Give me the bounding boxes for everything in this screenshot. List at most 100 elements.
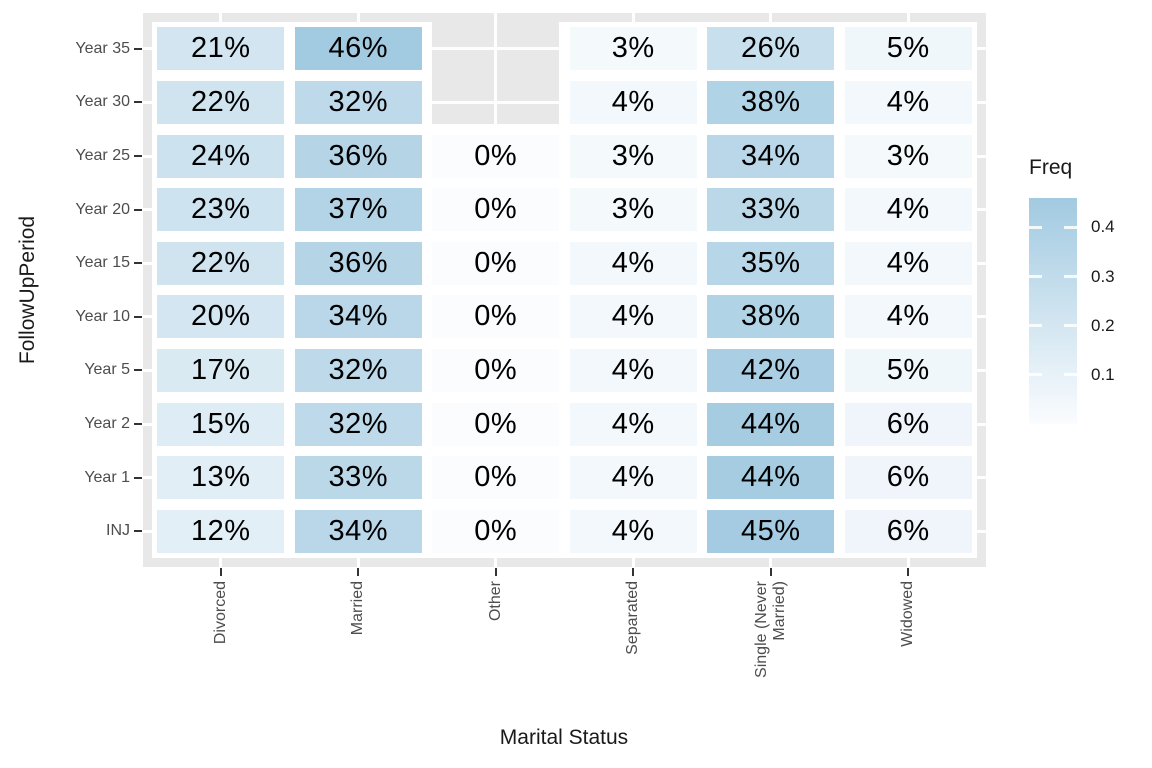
heatmap-cell: 20% bbox=[157, 295, 285, 339]
gridline-notch bbox=[143, 261, 152, 265]
gridline-notch bbox=[143, 368, 152, 372]
heatmap-cell: 0% bbox=[432, 402, 560, 446]
heatmap-cell: 4% bbox=[569, 241, 697, 285]
heatmap-cell: 32% bbox=[294, 80, 422, 124]
heatmap-cell: 4% bbox=[844, 188, 972, 232]
y-tick-mark bbox=[134, 315, 142, 318]
legend-tick-label: 0.1 bbox=[1091, 364, 1115, 384]
heatmap-cell: 6% bbox=[844, 456, 972, 500]
heatmap-cell: 0% bbox=[432, 188, 560, 232]
legend-tick-notch bbox=[1064, 373, 1077, 377]
gridline-notch bbox=[977, 315, 986, 319]
heatmap-cell: 3% bbox=[844, 134, 972, 178]
gridline-notch bbox=[143, 208, 152, 212]
legend-tick-notch bbox=[1029, 324, 1042, 328]
heatmap-cell: 0% bbox=[432, 295, 560, 339]
y-tick-mark bbox=[134, 101, 142, 104]
legend-tick-label: 0.2 bbox=[1091, 315, 1115, 335]
heatmap-cell: 37% bbox=[294, 188, 422, 232]
heatmap-cell: 4% bbox=[569, 80, 697, 124]
heatmap-cell: 5% bbox=[844, 27, 972, 71]
x-tick-mark bbox=[219, 568, 222, 576]
y-tick-mark bbox=[134, 530, 142, 533]
gridline-notch bbox=[906, 558, 910, 567]
gridline-notch bbox=[977, 261, 986, 265]
heatmap-cell: 34% bbox=[294, 295, 422, 339]
heatmap-cell: 0% bbox=[432, 134, 560, 178]
heatmap-cell: 38% bbox=[707, 295, 835, 339]
heatmap-cell: 24% bbox=[157, 134, 285, 178]
heatmap-cell: 42% bbox=[707, 348, 835, 392]
y-axis-title: FollowUpPeriod bbox=[16, 215, 39, 365]
heatmap-cell: 0% bbox=[432, 509, 560, 553]
heatmap-cell: 3% bbox=[569, 188, 697, 232]
heatmap-cell: 36% bbox=[294, 241, 422, 285]
heatmap-cell: 13% bbox=[157, 456, 285, 500]
gridline-notch bbox=[143, 315, 152, 319]
heatmap-cell: 12% bbox=[157, 509, 285, 553]
y-tick-mark bbox=[134, 262, 142, 265]
gridline-notch bbox=[219, 13, 223, 22]
legend-title: Freq bbox=[1029, 156, 1073, 179]
heatmap-cell: 0% bbox=[432, 348, 560, 392]
legend-tick-label: 0.3 bbox=[1091, 266, 1115, 286]
y-tick-label: Year 25 bbox=[75, 147, 130, 164]
heatmap-cell: 6% bbox=[844, 402, 972, 446]
heatmap-cell: 0% bbox=[432, 456, 560, 500]
gridline-notch bbox=[356, 558, 360, 567]
heatmap-cell: 4% bbox=[844, 295, 972, 339]
heatmap-cell: 44% bbox=[707, 456, 835, 500]
x-tick-mark bbox=[769, 568, 772, 576]
heatmap-cell: 26% bbox=[707, 27, 835, 71]
gridline-notch bbox=[977, 47, 986, 51]
legend-tick-label: 0.4 bbox=[1091, 217, 1115, 237]
y-tick-label: Year 15 bbox=[75, 254, 130, 272]
y-tick-mark bbox=[134, 155, 142, 157]
heatmap-cell: 3% bbox=[569, 134, 697, 178]
gridline-notch bbox=[769, 558, 773, 567]
x-tick-mark bbox=[907, 568, 910, 576]
legend-tick-notch bbox=[1029, 225, 1042, 229]
gridline-notch bbox=[977, 368, 986, 372]
heatmap-cell: 34% bbox=[294, 509, 422, 553]
legend-tick-notch bbox=[1064, 275, 1077, 279]
gridline-notch bbox=[494, 13, 498, 22]
heatmap-cell: 6% bbox=[844, 509, 972, 553]
x-tick-label: Single (Never Married) bbox=[752, 581, 788, 678]
y-tick-label: Year 5 bbox=[84, 361, 130, 379]
heatmap-cell: 15% bbox=[157, 402, 285, 446]
y-tick-label: INJ bbox=[106, 522, 130, 540]
gridline-notch bbox=[143, 100, 152, 104]
gridline-notch bbox=[356, 13, 360, 22]
heatmap-cell: 4% bbox=[569, 295, 697, 339]
gridline-notch bbox=[977, 100, 986, 104]
x-tick-mark bbox=[494, 568, 497, 576]
y-tick-label: Year 20 bbox=[75, 200, 130, 218]
heatmap-cell: 4% bbox=[844, 241, 972, 285]
plot-panel-inner bbox=[152, 22, 977, 558]
heatmap-cell: 3% bbox=[569, 27, 697, 71]
y-tick-label: Year 10 bbox=[75, 307, 130, 325]
x-tick-label: Married bbox=[349, 581, 367, 636]
heatmap-cell: 33% bbox=[294, 456, 422, 500]
heatmap-cell: 4% bbox=[569, 348, 697, 392]
heatmap-cell: 32% bbox=[294, 402, 422, 446]
gridline-notch bbox=[631, 558, 635, 567]
gridline-notch bbox=[219, 558, 223, 567]
heatmap-cell: 4% bbox=[569, 509, 697, 553]
gridline-notch bbox=[494, 558, 498, 567]
x-tick-label: Divorced bbox=[211, 581, 229, 645]
gridline-notch bbox=[631, 13, 635, 22]
x-tick-label: Other bbox=[486, 581, 504, 622]
legend-tick-notch bbox=[1064, 225, 1077, 229]
y-tick-label: Year 1 bbox=[84, 468, 130, 486]
heatmap-cell: 0% bbox=[432, 241, 560, 285]
heatmap-cell: 38% bbox=[707, 80, 835, 124]
x-tick-label: Separated bbox=[624, 581, 642, 655]
heatmap-cell: 35% bbox=[707, 241, 835, 285]
heatmap-cell: 36% bbox=[294, 134, 422, 178]
heatmap-cell: 22% bbox=[157, 80, 285, 124]
gridline-notch bbox=[977, 476, 986, 480]
gridline-notch bbox=[143, 529, 152, 533]
heatmap-cell: 23% bbox=[157, 188, 285, 232]
